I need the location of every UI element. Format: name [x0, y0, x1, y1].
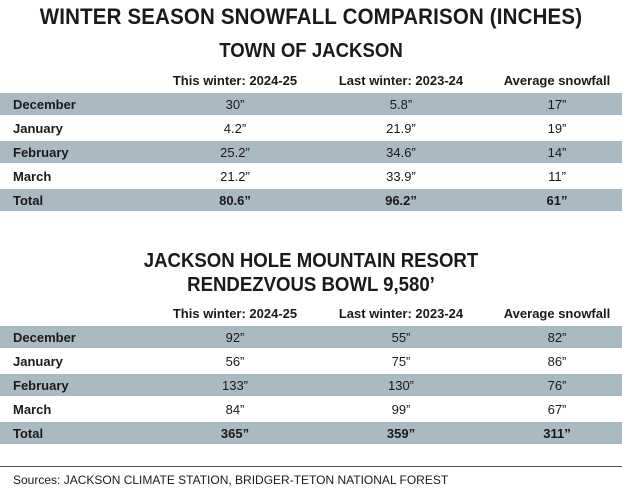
cell-average: 86” [547, 354, 567, 369]
cell-last-winter: 75” [391, 354, 411, 369]
cell-last-winter: 5.8” [389, 97, 413, 112]
row-label: December [13, 97, 76, 112]
cell-this-winter: 92” [225, 330, 245, 345]
source-note: Sources: JACKSON CLIMATE STATION, BRIDGE… [13, 473, 449, 487]
cell-this-winter: 25.2” [220, 145, 250, 160]
row-label: Total [13, 193, 44, 208]
table-2-row-december: December 92” 55” 82” [0, 326, 622, 348]
cell-last-winter: 55” [391, 330, 411, 345]
cell-average: 61” [546, 193, 568, 208]
cell-this-winter: 30” [225, 97, 245, 112]
row-label: January [13, 121, 63, 136]
table-1-row-march: March 21.2” 33.9” 11” [0, 165, 622, 187]
row-label: Total [13, 426, 44, 441]
row-label: December [13, 330, 76, 345]
table-1-row-january: January 4.2” 21.9” 19” [0, 117, 622, 139]
table-1-header-average: Average snowfall [503, 73, 611, 88]
cell-last-winter: 96.2” [385, 193, 417, 208]
table-2-subtitle: RENDEZVOUS BOWL 9,580’ [187, 274, 435, 296]
table-2-row-january: January 56” 75” 86” [0, 350, 622, 372]
cell-this-winter: 365” [220, 426, 250, 441]
cell-this-winter: 56” [225, 354, 245, 369]
cell-this-winter: 84” [225, 402, 245, 417]
row-label: February [13, 378, 69, 393]
table-1-row-total: Total 80.6” 96.2” 61” [0, 189, 622, 211]
table-2-header-this-winter: This winter: 2024-25 [172, 306, 298, 321]
cell-last-winter: 21.9” [386, 121, 416, 136]
table-1-row-december: December 30” 5.8” 17” [0, 93, 622, 115]
cell-average: 311” [543, 426, 571, 441]
cell-average: 82” [547, 330, 567, 345]
cell-average: 67” [547, 402, 567, 417]
table-2-title: JACKSON HOLE MOUNTAIN RESORT [143, 250, 479, 272]
cell-this-winter: 133” [221, 378, 249, 393]
table-1-title: TOWN OF JACKSON [219, 40, 403, 62]
chart-title: WINTER SEASON SNOWFALL COMPARISON (INCHE… [39, 4, 583, 29]
cell-last-winter: 359” [386, 426, 416, 441]
cell-average: 19” [547, 121, 567, 136]
cell-last-winter: 34.6” [386, 145, 416, 160]
table-2-header-average: Average snowfall [503, 306, 611, 321]
row-label: February [13, 145, 69, 160]
cell-this-winter: 80.6” [219, 193, 251, 208]
cell-average: 14” [547, 145, 567, 160]
row-label: March [13, 169, 52, 184]
table-2-row-february: February 133” 130” 76” [0, 374, 622, 396]
cell-last-winter: 130” [387, 378, 415, 393]
cell-this-winter: 4.2” [223, 121, 247, 136]
row-label: January [13, 354, 63, 369]
table-1-row-february: February 25.2” 34.6” 14” [0, 141, 622, 163]
cell-average: 11” [548, 169, 566, 184]
cell-last-winter: 33.9” [386, 169, 416, 184]
table-1-header-this-winter: This winter: 2024-25 [172, 73, 298, 88]
row-label: March [13, 402, 52, 417]
table-1-header-last-winter: Last winter: 2023-24 [338, 73, 464, 88]
cell-average: 17” [547, 97, 567, 112]
cell-this-winter: 21.2” [220, 169, 250, 184]
cell-last-winter: 99” [391, 402, 411, 417]
table-2-row-march: March 84” 99” 67” [0, 398, 622, 420]
footer-divider [0, 466, 622, 467]
table-2-row-total: Total 365” 359” 311” [0, 422, 622, 444]
table-2-header-last-winter: Last winter: 2023-24 [338, 306, 464, 321]
cell-average: 76” [547, 378, 567, 393]
